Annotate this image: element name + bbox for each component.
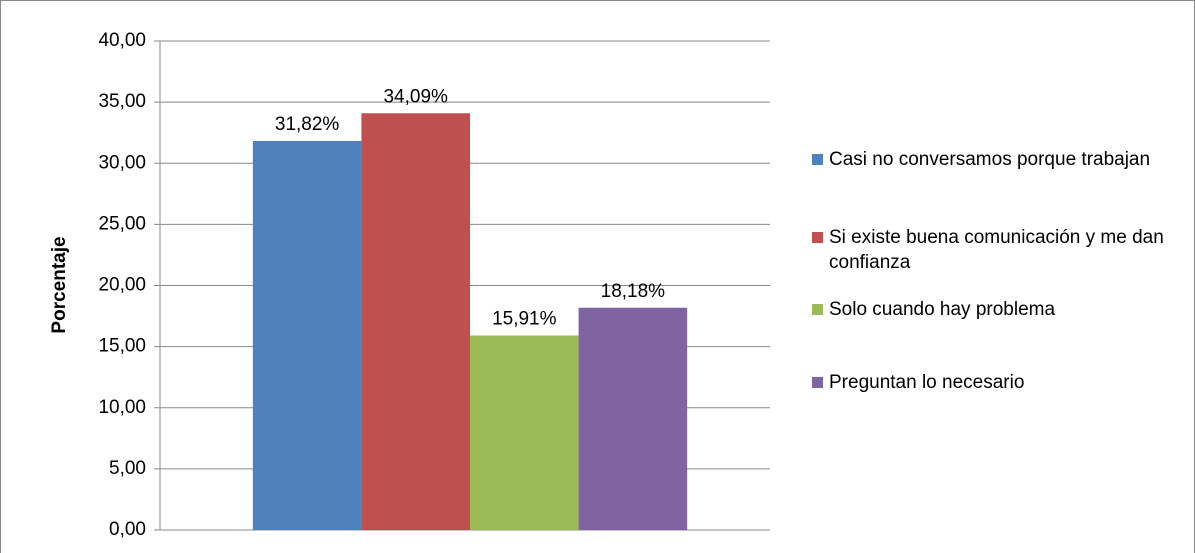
legend-label: Si existe buena comunicación y me dan co… [829,227,1164,273]
y-tick-label: 20,00 [98,275,146,296]
bar [578,307,688,530]
legend-label: Solo cuando hay problema [829,299,1056,320]
y-tick-label: 0,00 [109,519,146,540]
y-tick-label: 15,00 [98,336,146,357]
legend-swatch [812,304,823,315]
legend-label: Casi no conversamos porque trabajan [829,149,1151,170]
data-label: 18,18% [601,281,666,302]
y-tick-label: 35,00 [98,91,146,112]
data-label: 34,09% [383,86,448,107]
legend-item: Casi no conversamos porque trabajan [812,147,1182,172]
bar [470,335,579,530]
y-axis-label: Porcentaje [49,236,70,333]
bar [252,141,362,531]
legend-label: Preguntan lo necesario [829,372,1025,393]
legend-swatch [812,154,823,165]
legend-swatch [812,377,823,388]
legend-item: Solo cuando hay problema [812,297,1182,322]
y-tick-label: 40,00 [98,30,146,51]
legend-item: Si existe buena comunicación y me dan co… [812,225,1182,275]
y-tick-label: 5,00 [109,458,146,479]
y-tick-label: 30,00 [98,152,146,173]
legend-item: Preguntan lo necesario [812,370,1182,395]
data-label: 15,91% [492,309,557,330]
legend-swatch [812,232,823,243]
data-label: 31,82% [275,114,340,135]
y-tick-label: 10,00 [98,397,146,418]
y-tick-label: 25,00 [98,213,146,234]
bar [361,113,470,530]
